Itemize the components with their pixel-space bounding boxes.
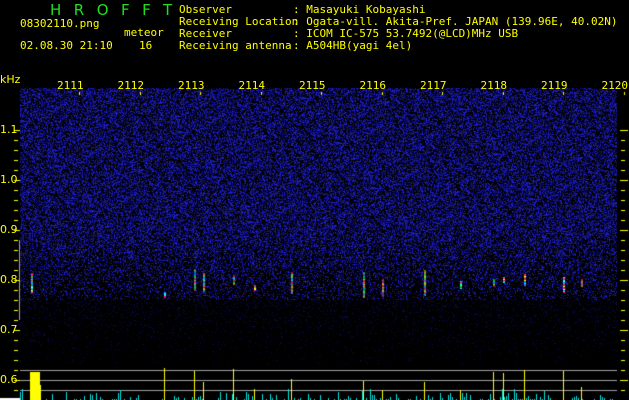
time-tick-label: 2116 <box>359 79 387 92</box>
datetime: 02.08.30 21:10 <box>20 39 113 52</box>
y-tick-label: 1.1 <box>0 123 18 136</box>
y-tick-label: 0.6 <box>0 373 18 386</box>
time-tick-label: 2111 <box>57 79 84 92</box>
y-tick-label: 0.8 <box>0 273 18 286</box>
y-tick-label: 0.9 <box>0 223 18 236</box>
time-tick-label: 2120 <box>601 79 629 92</box>
app-title: HROFFT <box>50 1 185 19</box>
meteor-label: meteor <box>124 26 164 39</box>
info-label: Receiver <box>179 27 232 40</box>
time-tick-label: 2114 <box>238 79 266 92</box>
info-label: Receiving antenna <box>179 39 292 52</box>
time-tick-label: 2119 <box>541 79 568 92</box>
info-value: : Masayuki Kobayashi <box>293 3 426 16</box>
info-value: : Ogata-vill. Akita-Pref. JAPAN (139.96E… <box>293 15 618 28</box>
info-value: : ICOM IC-575 53.7492(@LCD)MHz USB <box>293 27 519 40</box>
info-label: Receiving Location <box>179 15 299 28</box>
y-tick-label: 0.7 <box>0 323 18 336</box>
info-value: : A504HB(yagi 4el) <box>293 39 413 52</box>
info-label: Observer <box>179 3 232 16</box>
time-tick-label: 2117 <box>420 79 447 92</box>
meteor-count: 16 <box>139 39 153 52</box>
time-tick-label: 2113 <box>178 79 205 92</box>
y-axis-unit: kHz <box>0 73 21 86</box>
time-tick-label: 2112 <box>117 79 145 92</box>
time-tick-label: 2118 <box>480 79 508 92</box>
y-tick-label: 1.0 <box>0 173 18 186</box>
filename: 08302110.png <box>20 17 100 30</box>
time-tick-label: 2115 <box>299 79 326 92</box>
